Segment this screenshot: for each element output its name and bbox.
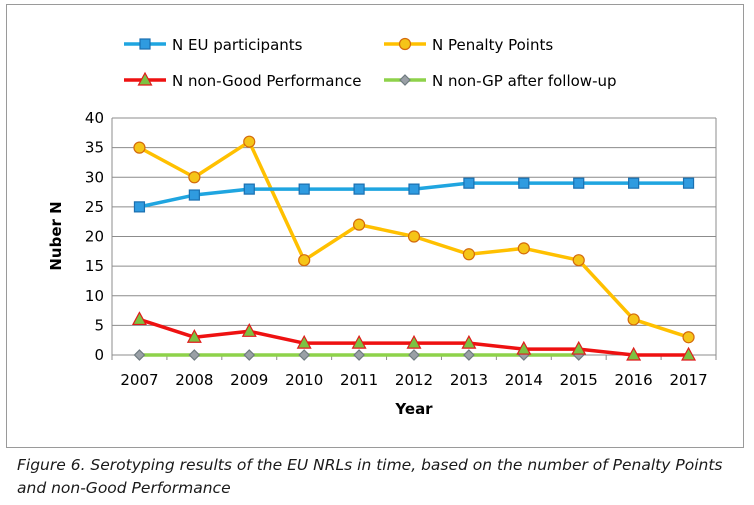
x-tick-label: 2012	[395, 371, 433, 389]
data-point	[463, 349, 475, 361]
data-point	[516, 340, 532, 355]
data-point	[408, 349, 420, 361]
x-tick-label: 2008	[175, 371, 213, 389]
y-tick-label: 10	[85, 287, 104, 305]
legend: N EU participants N Penalty Points N non-G…	[124, 36, 617, 90]
legend-item-n-penalty-points: N Penalty Points	[384, 36, 553, 54]
data-point	[461, 334, 477, 349]
data-point	[133, 141, 146, 154]
data-point	[241, 323, 257, 337]
y-tick-label: 40	[85, 109, 104, 127]
chart-frame	[6, 4, 744, 448]
data-point	[353, 183, 365, 195]
figure-caption: Figure 6. Serotyping results of the EU N…	[17, 456, 723, 497]
line-chart: 0 5 10 15 20 25 30 35 40 2007 2008 2009 2010 2011 2012…	[47, 36, 717, 418]
data-point	[133, 201, 146, 213]
data-point	[188, 171, 201, 184]
y-tick-label: 30	[85, 168, 104, 186]
series-n-non-gp-after-follow-up	[133, 349, 585, 361]
grid-layer	[111, 117, 717, 356]
y-tick-label: 25	[85, 198, 104, 216]
y-tick-label: 20	[85, 228, 104, 246]
legend-marker	[139, 38, 151, 50]
data-point	[406, 334, 422, 349]
series-layer	[131, 135, 697, 361]
x-axis-title: Year	[394, 400, 433, 418]
data-point	[628, 177, 640, 189]
data-point	[572, 254, 585, 267]
y-tick-label: 35	[85, 139, 104, 157]
y-tick-label: 5	[94, 316, 104, 334]
legend-label: N non-Good Performance	[172, 72, 361, 90]
data-point	[243, 183, 255, 195]
data-point	[243, 135, 256, 148]
data-point	[131, 311, 147, 326]
data-point	[462, 248, 476, 261]
data-point	[351, 334, 367, 349]
data-point	[573, 177, 585, 189]
data-point	[682, 331, 695, 344]
data-point	[627, 313, 640, 326]
x-tick-label: 2016	[615, 371, 653, 389]
data-point	[186, 328, 202, 343]
x-tick-label: 2011	[340, 371, 378, 389]
data-point	[463, 177, 475, 189]
x-tick-label: 2017	[669, 371, 707, 389]
y-tick-label: 0	[94, 346, 104, 364]
legend-item-n-non-good-performance: N non-Good Performance	[124, 71, 361, 90]
data-point	[681, 346, 697, 361]
data-point	[296, 334, 312, 349]
series-n-eu-participants	[133, 177, 695, 213]
data-point	[188, 349, 201, 361]
series-n-non-good-performance	[131, 311, 697, 361]
data-point	[298, 183, 310, 195]
data-point	[626, 346, 642, 361]
data-point	[517, 242, 530, 255]
data-point	[408, 183, 420, 195]
data-point	[518, 177, 530, 189]
legend-marker	[399, 74, 411, 86]
x-tick-label: 2015	[560, 371, 598, 389]
data-point	[298, 349, 311, 361]
x-tick-label: 2007	[120, 371, 158, 389]
data-point	[188, 189, 200, 201]
legend-marker	[137, 71, 153, 86]
legend-marker	[398, 37, 412, 51]
x-tick-label: 2009	[230, 371, 268, 389]
legend-item-n-non-gp-after-follow-up: N non-GP after follow-up	[384, 72, 617, 90]
legend-item-n-eu-participants: N EU participants	[124, 36, 303, 54]
data-point	[298, 254, 311, 267]
y-axis-title: Nuber N	[47, 201, 65, 270]
data-point	[243, 349, 256, 361]
data-point	[407, 230, 421, 243]
data-point	[353, 349, 365, 361]
x-tick-label: 2014	[505, 371, 543, 389]
data-point	[352, 218, 366, 231]
data-point	[133, 349, 146, 361]
series-n-penalty-points	[133, 135, 695, 344]
x-tick-label: 2010	[285, 371, 323, 389]
axis-layer: 0 5 10 15 20 25 30 35 40 2007 2008 2009 2010 2011 2012…	[85, 109, 717, 389]
legend-label: N non-GP after follow-up	[432, 72, 617, 90]
data-point	[682, 177, 695, 189]
y-tick-label: 15	[85, 257, 104, 275]
legend-label: N EU participants	[172, 36, 303, 54]
legend-label: N Penalty Points	[432, 36, 553, 54]
x-tick-label: 2013	[450, 371, 488, 389]
data-point	[571, 340, 587, 355]
